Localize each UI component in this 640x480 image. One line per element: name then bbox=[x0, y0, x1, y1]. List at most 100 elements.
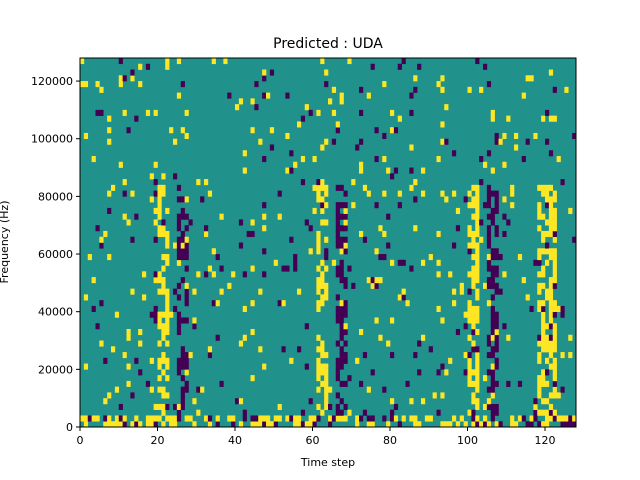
heatmap-cell bbox=[471, 311, 476, 318]
heatmap-cell bbox=[157, 213, 162, 220]
heatmap-cell bbox=[99, 242, 104, 249]
heatmap-cell bbox=[537, 409, 542, 416]
heatmap-cell bbox=[297, 421, 302, 428]
heatmap-cell bbox=[157, 375, 162, 382]
heatmap-cell bbox=[413, 421, 418, 428]
heatmap-cell bbox=[134, 415, 139, 422]
heatmap-cell bbox=[122, 415, 127, 422]
heatmap-cell bbox=[281, 300, 286, 307]
heatmap-cell bbox=[161, 392, 166, 399]
heatmap-cell bbox=[510, 184, 515, 191]
heatmap-cell bbox=[552, 380, 557, 387]
heatmap-cell bbox=[390, 415, 395, 422]
heatmap-cell bbox=[335, 375, 340, 382]
heatmap-cell bbox=[548, 115, 554, 122]
heatmap-cell bbox=[130, 421, 135, 428]
heatmap-cell bbox=[552, 219, 557, 226]
heatmap-cell bbox=[312, 415, 317, 422]
heatmap-cell bbox=[366, 421, 371, 428]
heatmap-cell bbox=[552, 115, 557, 122]
heatmap-cell bbox=[238, 398, 244, 405]
heatmap-cell bbox=[153, 207, 158, 214]
heatmap-cell bbox=[564, 86, 569, 93]
heatmap-cell bbox=[486, 202, 492, 209]
heatmap-cell bbox=[440, 138, 445, 145]
heatmap-cell bbox=[176, 328, 182, 336]
heatmap-cell bbox=[444, 421, 449, 428]
heatmap-cell bbox=[343, 340, 348, 347]
heatmap-cell bbox=[359, 138, 364, 145]
heatmap-cell bbox=[440, 121, 445, 128]
heatmap-cell bbox=[525, 421, 530, 428]
heatmap-cell bbox=[490, 207, 495, 214]
heatmap-cell bbox=[324, 184, 329, 191]
x-tick-label: 100 bbox=[457, 434, 478, 447]
heatmap-cell bbox=[467, 311, 472, 318]
heatmap-cell bbox=[227, 282, 232, 289]
heatmap-cell bbox=[463, 311, 468, 318]
heatmap-cell bbox=[145, 109, 151, 116]
heatmap-cell bbox=[103, 421, 108, 428]
heatmap-cell bbox=[173, 288, 178, 295]
heatmap-cell bbox=[161, 311, 166, 318]
heatmap-cell bbox=[304, 104, 309, 111]
heatmap-cell bbox=[347, 375, 352, 382]
heatmap-cell bbox=[483, 161, 488, 168]
heatmap-cell bbox=[153, 305, 158, 312]
heatmap-cell bbox=[545, 380, 550, 387]
heatmap-cell bbox=[316, 375, 321, 382]
heatmap-cell bbox=[552, 190, 557, 197]
heatmap-cell bbox=[343, 415, 348, 422]
heatmap-cell bbox=[486, 398, 492, 405]
heatmap-cell bbox=[176, 254, 182, 261]
heatmap-cell bbox=[390, 398, 395, 405]
heatmap-cell bbox=[533, 403, 538, 411]
heatmap-cell bbox=[118, 75, 123, 82]
heatmap-cell bbox=[281, 265, 286, 272]
heatmap-cell bbox=[118, 415, 123, 422]
heatmap-cell bbox=[335, 294, 340, 301]
heatmap-cell bbox=[184, 109, 189, 116]
heatmap-cell bbox=[157, 190, 162, 197]
heatmap-cell bbox=[231, 415, 236, 422]
heatmap-cell bbox=[250, 415, 255, 422]
heatmap-cell bbox=[545, 357, 550, 364]
heatmap-cell bbox=[436, 230, 441, 238]
heatmap-cell bbox=[184, 213, 189, 220]
heatmap-cell bbox=[545, 109, 550, 116]
heatmap-cell bbox=[339, 398, 344, 405]
heatmap-cell bbox=[316, 109, 321, 116]
heatmap-cell bbox=[560, 311, 565, 318]
heatmap-cell bbox=[413, 86, 418, 93]
heatmap-cell bbox=[335, 357, 340, 364]
heatmap-cell bbox=[227, 92, 232, 99]
heatmap-cell bbox=[324, 398, 329, 405]
heatmap-cell bbox=[204, 230, 209, 238]
heatmap-cell bbox=[339, 380, 344, 387]
x-tick-label: 40 bbox=[228, 434, 242, 447]
heatmap-cell bbox=[471, 236, 476, 243]
heatmap-cell bbox=[541, 346, 546, 353]
heatmap-cell bbox=[448, 271, 453, 278]
heatmap-cell bbox=[173, 173, 178, 180]
heatmap-cell bbox=[324, 294, 329, 301]
heatmap-cell bbox=[297, 288, 302, 295]
heatmap-cell bbox=[192, 398, 197, 405]
heatmap-cell bbox=[494, 421, 499, 428]
heatmap-cell bbox=[269, 127, 275, 134]
heatmap-cell bbox=[254, 415, 259, 422]
heatmap-cell bbox=[475, 265, 480, 272]
heatmap-cell bbox=[161, 369, 166, 376]
x-axis: 0 20 40 60 80 100 120 bbox=[77, 427, 556, 447]
heatmap-cell bbox=[118, 421, 123, 428]
heatmap-cell bbox=[417, 63, 422, 70]
heatmap-cell bbox=[552, 323, 557, 330]
heatmap-cell bbox=[169, 421, 174, 428]
heatmap-cell bbox=[138, 328, 143, 336]
heatmap-cell bbox=[417, 340, 422, 347]
heatmap-cell bbox=[335, 340, 340, 347]
heatmap-cell bbox=[490, 265, 495, 272]
heatmap-cell bbox=[370, 282, 375, 289]
heatmap-cell bbox=[153, 219, 158, 226]
heatmap-cell bbox=[138, 63, 143, 70]
